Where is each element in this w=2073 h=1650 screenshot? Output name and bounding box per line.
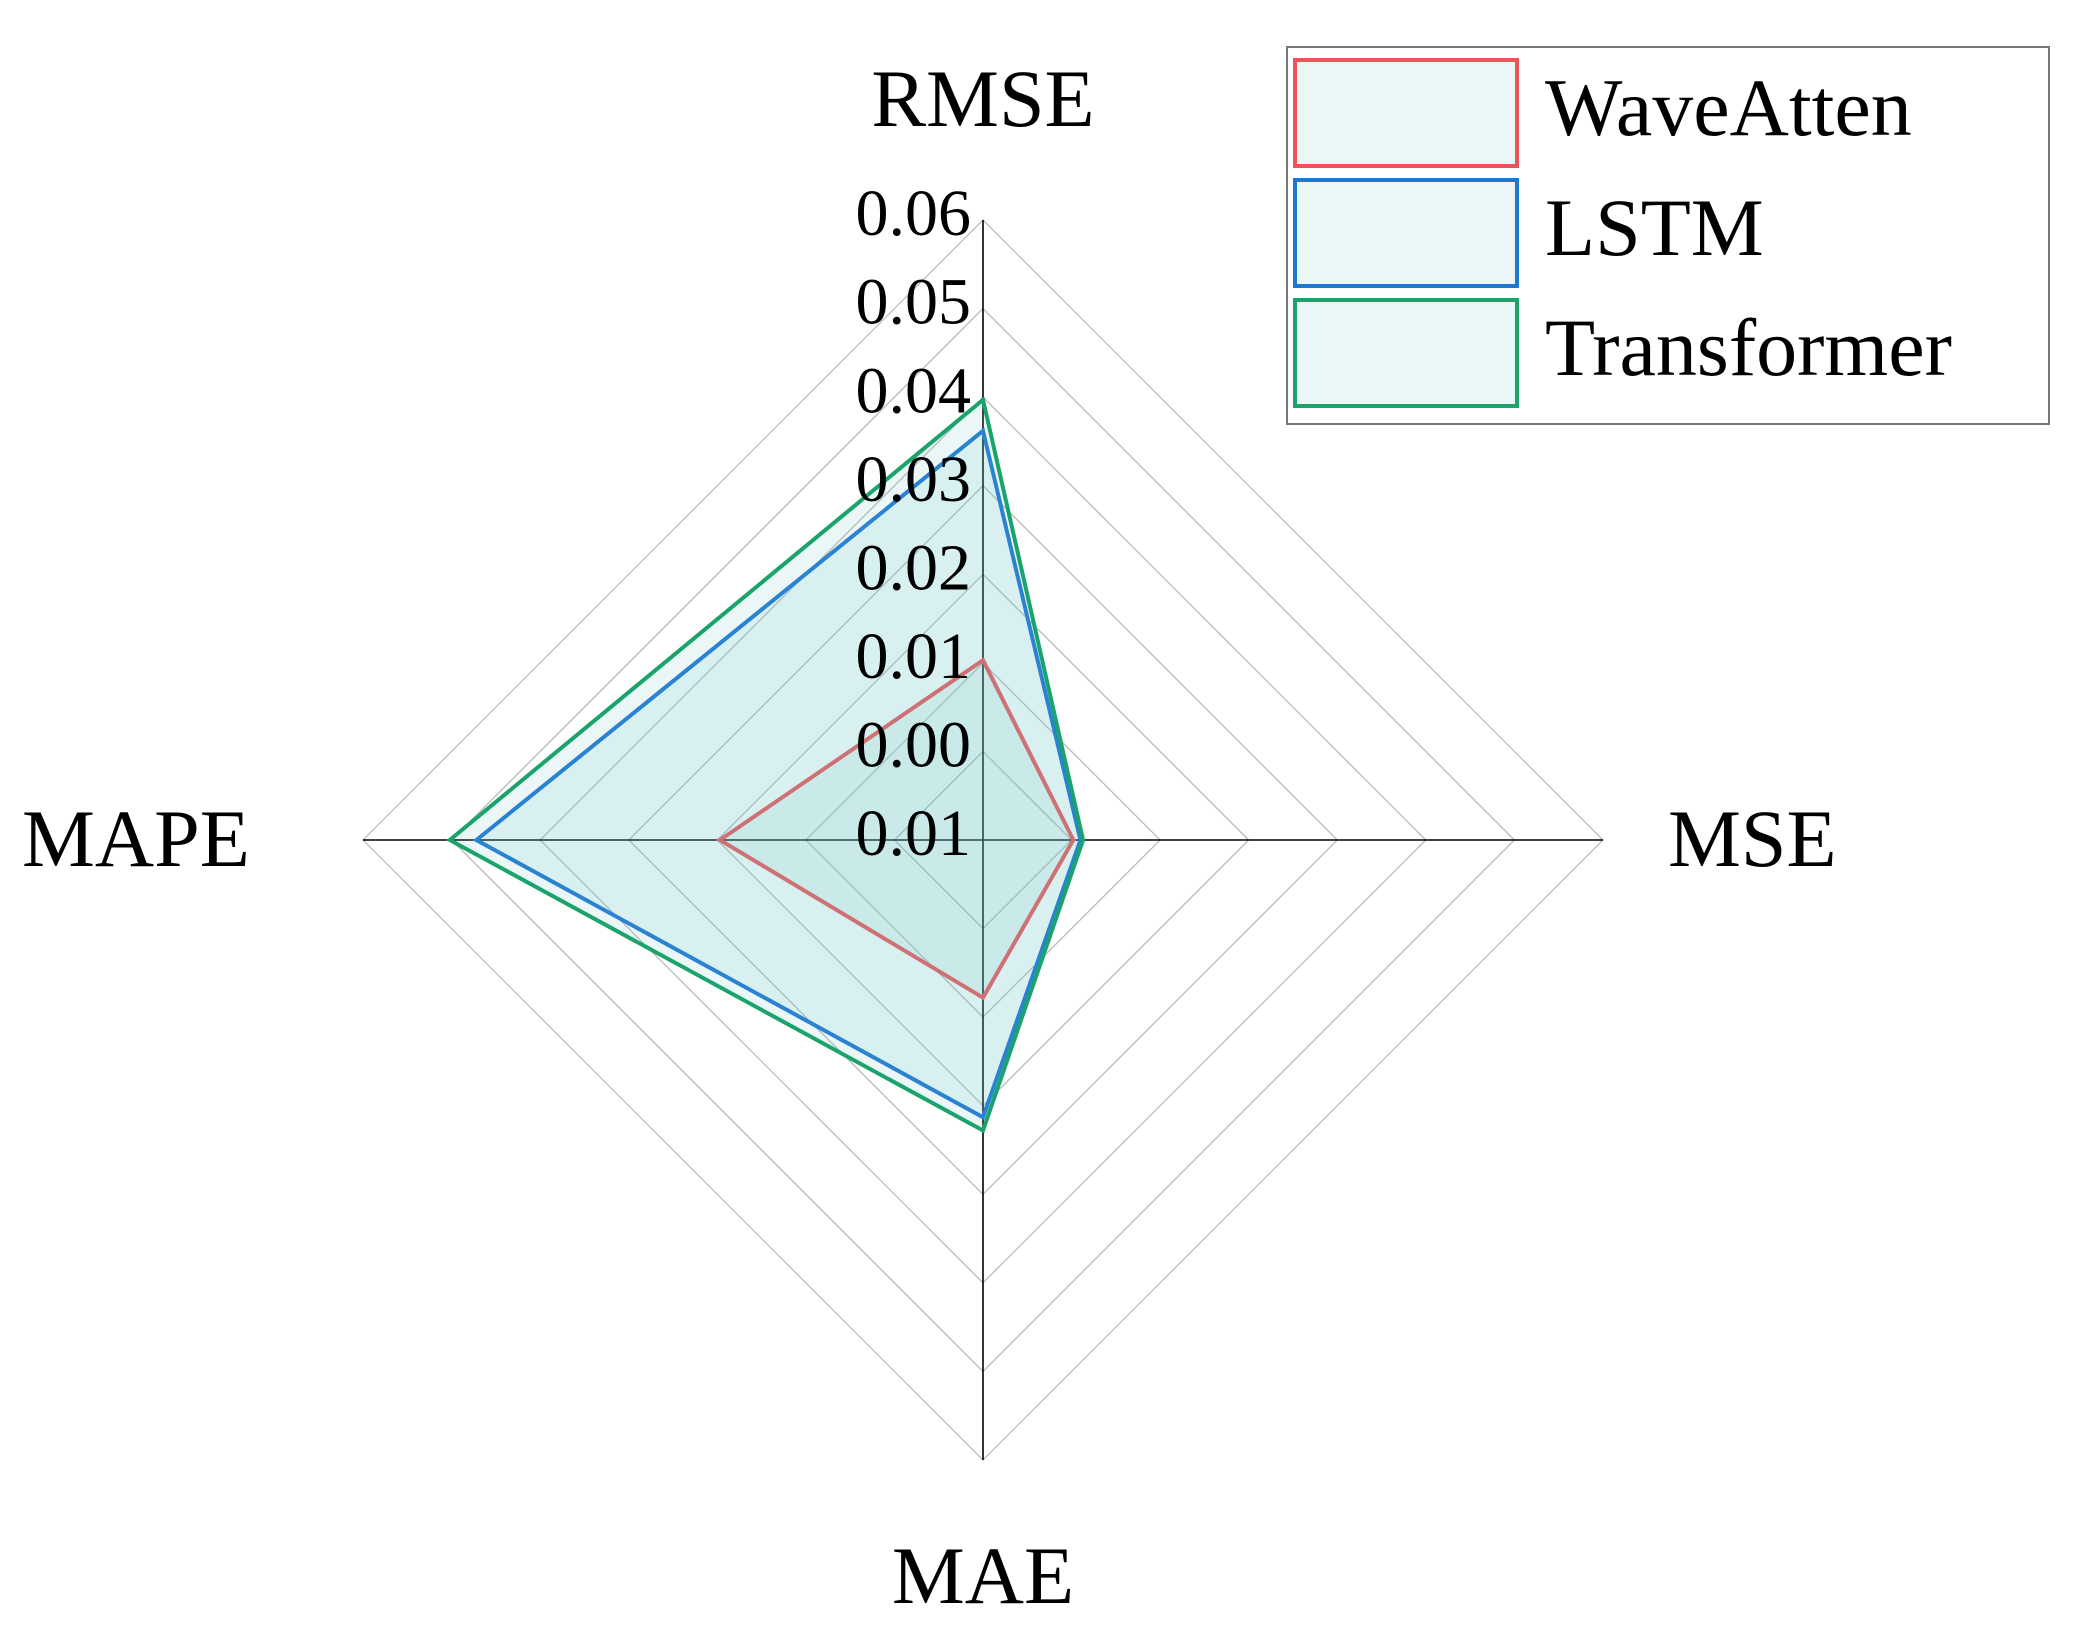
tick-label: 0.01 xyxy=(856,620,972,693)
legend-box xyxy=(1286,46,2050,425)
series-area xyxy=(472,427,1083,1121)
legend-label: LSTM xyxy=(1545,182,1764,273)
legend-swatch xyxy=(1293,58,1519,168)
tick-label: 0.03 xyxy=(856,443,972,516)
tick-label: 0.05 xyxy=(856,266,972,339)
series-area xyxy=(446,396,1086,1134)
tick-label: 0.02 xyxy=(856,531,972,604)
axis-label: MAPE xyxy=(22,793,250,884)
legend-swatch xyxy=(1293,298,1519,408)
tick-label: 0.06 xyxy=(856,177,972,250)
tick-label: 0.01 xyxy=(856,797,972,870)
tick-label: 0.04 xyxy=(856,354,972,427)
axis-label: MSE xyxy=(1668,793,1837,884)
axis-label: RMSE xyxy=(871,53,1094,144)
series-area xyxy=(716,657,1076,1001)
tick-label: 0.00 xyxy=(856,709,972,782)
legend-label: WaveAtten xyxy=(1545,62,1912,153)
axis-label: MAE xyxy=(892,1530,1074,1621)
legend-swatch xyxy=(1293,178,1519,288)
legend-label: Transformer xyxy=(1545,302,1952,393)
